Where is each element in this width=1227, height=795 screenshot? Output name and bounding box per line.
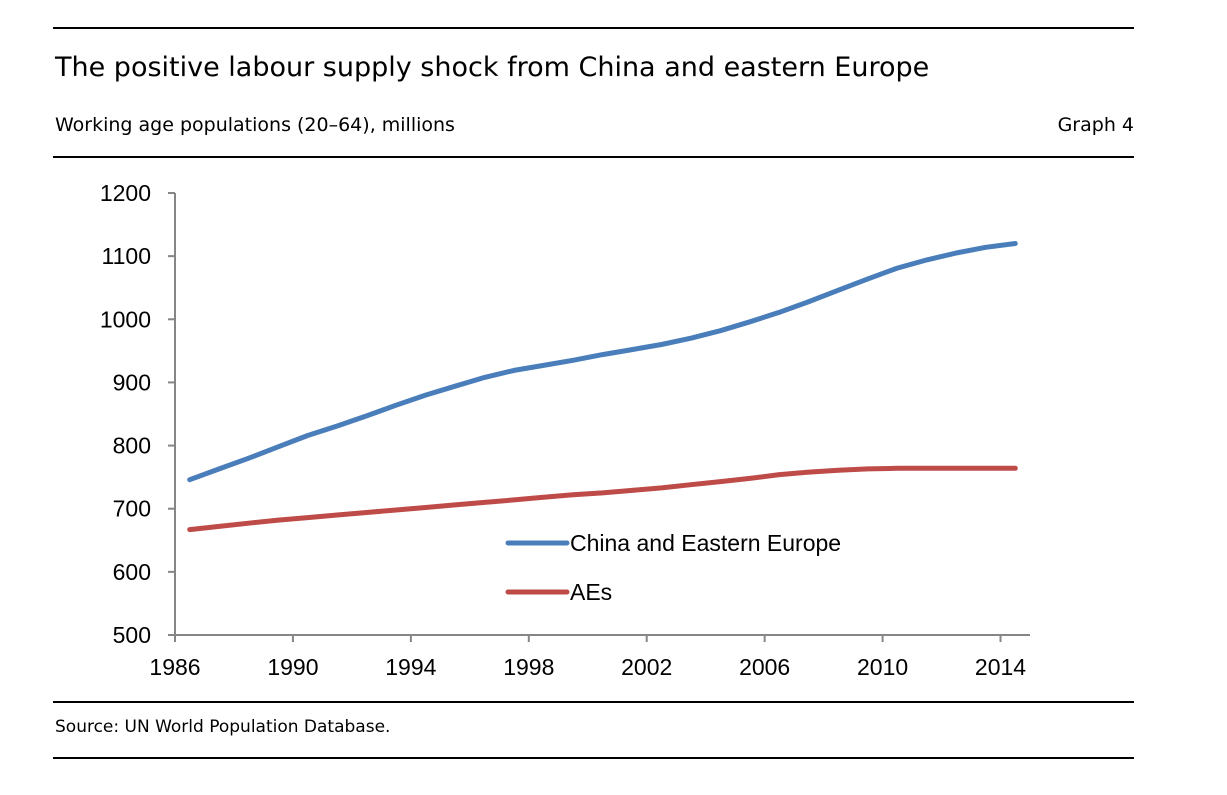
x-tick-label: 1986	[149, 654, 200, 680]
chart-subtitle: Working age populations (20–64), million…	[55, 114, 455, 136]
top-rule	[53, 27, 1134, 29]
x-tick-label: 2006	[739, 654, 790, 680]
y-tick-label: 700	[113, 496, 151, 522]
graph-number: Graph 4	[1057, 114, 1134, 136]
x-tick-label: 2014	[975, 654, 1026, 680]
y-tick-label: 1200	[100, 180, 151, 206]
y-tick-label: 600	[113, 559, 151, 585]
legend-label-1: China and Eastern Europe	[570, 530, 841, 556]
y-tick-label: 1000	[100, 306, 151, 332]
source-note: Source: UN World Population Database.	[55, 717, 391, 737]
chart-axes: 500 600 700 800 900 1000 1100 1200 1986 1990 1994 1…	[100, 180, 1030, 680]
series-line-2	[187, 465, 1018, 533]
y-tick-label: 800	[113, 433, 151, 459]
series-line-1	[187, 241, 1018, 483]
header-rule	[53, 156, 1134, 158]
y-tick-label: 500	[113, 622, 151, 648]
x-tick-label: 2002	[621, 654, 672, 680]
chart-series	[187, 241, 1018, 533]
source-rule	[53, 701, 1134, 703]
x-tick-label: 1994	[385, 654, 436, 680]
y-tick-label: 1100	[102, 243, 151, 269]
y-tick-label: 900	[113, 369, 151, 395]
x-tick-label: 2010	[857, 654, 908, 680]
x-tick-label: 1998	[503, 654, 554, 680]
legend-label-2: AEs	[570, 579, 612, 605]
chart-legend: China and Eastern Europe AEs	[505, 530, 841, 605]
bottom-rule	[53, 757, 1134, 759]
x-tick-label: 1990	[267, 654, 318, 680]
chart-title: The positive labour supply shock from Ch…	[55, 52, 930, 83]
